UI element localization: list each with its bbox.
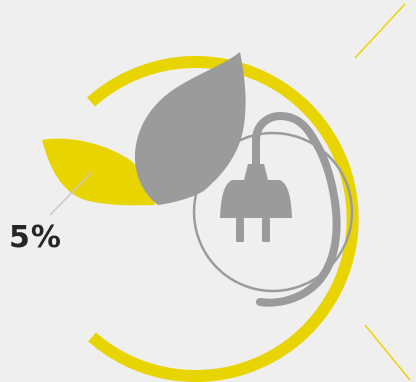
- leaf-icon: [42, 138, 155, 206]
- power-cord: [252, 111, 341, 307]
- connector-line-bottom: [364, 324, 411, 381]
- inner-circle-outline: [192, 131, 354, 293]
- label-pointer-line: [49, 171, 93, 216]
- percentage-label: 5%: [9, 220, 62, 255]
- leaf-icon: [134, 52, 246, 205]
- power-plug-icon: [220, 164, 292, 242]
- connector-line-top: [354, 3, 406, 59]
